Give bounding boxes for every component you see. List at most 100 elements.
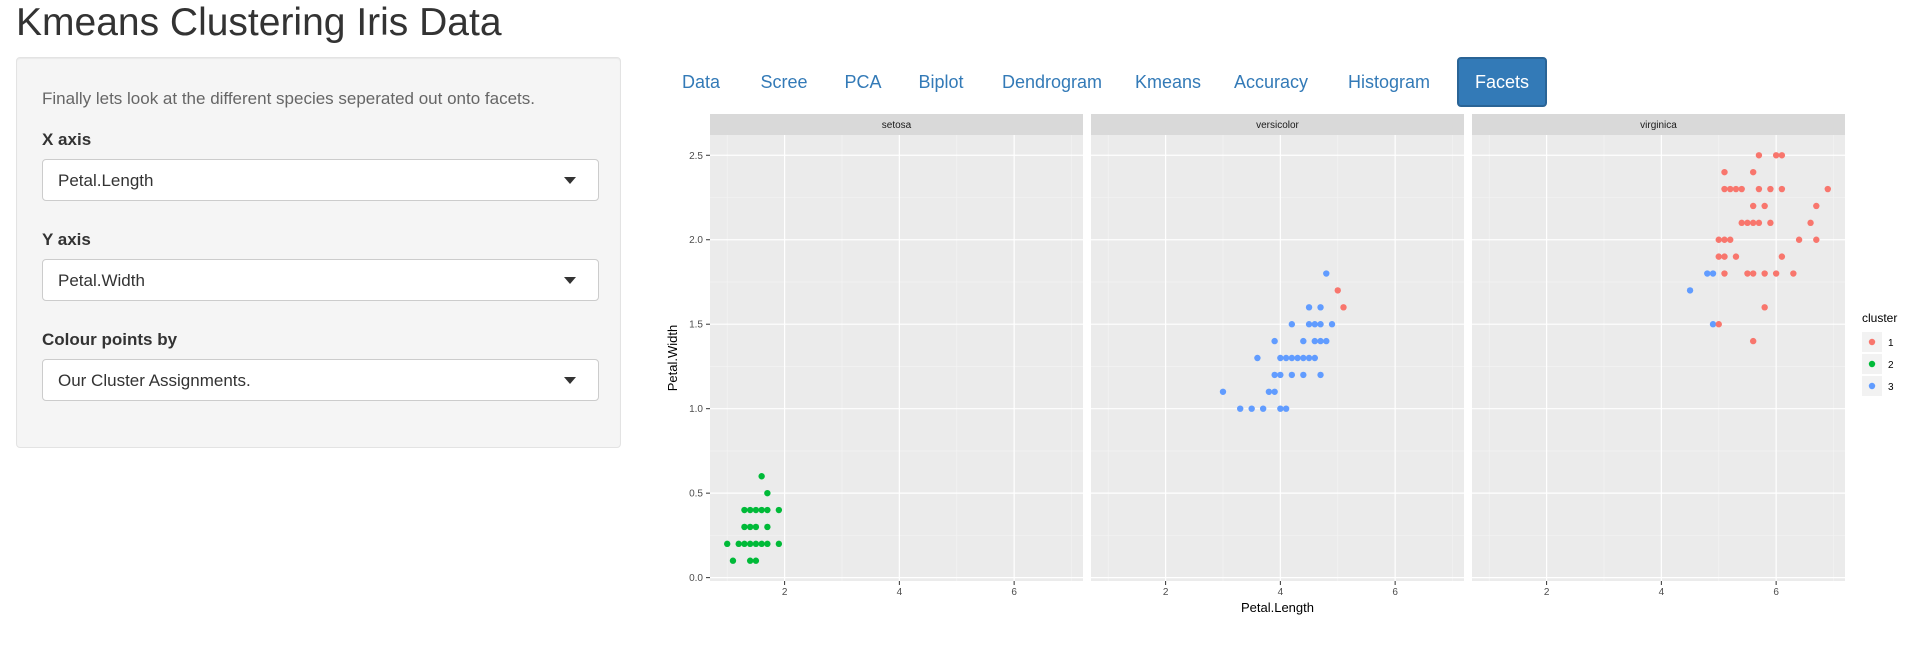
data-point	[752, 523, 760, 531]
data-point	[1709, 321, 1717, 328]
tab-scree[interactable]: Scree	[760, 72, 808, 92]
data-point	[724, 540, 731, 548]
y-tick-label: 1.0	[689, 404, 703, 415]
data-point	[1738, 219, 1745, 227]
chevron-down-icon	[564, 277, 576, 284]
x-tick-label: 2	[782, 587, 788, 598]
y-tick-label: 0.5	[689, 489, 703, 500]
data-point	[1807, 219, 1814, 227]
data-point	[1259, 405, 1267, 412]
data-point	[746, 523, 754, 531]
data-point	[1282, 354, 1290, 362]
data-point	[1271, 388, 1278, 395]
chevron-down-icon	[564, 377, 576, 384]
data-point	[1271, 371, 1278, 379]
legend-swatch	[1868, 360, 1876, 368]
data-point	[1311, 337, 1318, 345]
y-axis-select[interactable]: Petal.Width	[42, 259, 599, 301]
data-point	[1727, 185, 1734, 193]
data-point	[1686, 287, 1694, 294]
data-point	[746, 540, 754, 548]
data-point	[752, 540, 760, 548]
colour-by-select[interactable]: Our Cluster Assignments.	[42, 359, 599, 401]
data-point	[1721, 236, 1728, 243]
data-point	[1277, 354, 1284, 362]
x-tick-label: 2	[1544, 587, 1550, 598]
tab-pca[interactable]: PCA	[844, 72, 882, 92]
data-point	[741, 523, 748, 531]
x-tick-label: 4	[1278, 587, 1284, 598]
data-point	[1749, 219, 1757, 227]
data-point	[764, 489, 771, 497]
facet-scatter-chart: 0.0 0.5 1.0 1.5 2.0 2.5 Petal.Width setosa 2 4 6 ve…	[665, 114, 1897, 615]
data-point	[775, 506, 783, 514]
data-point	[1824, 185, 1831, 193]
data-point	[1749, 168, 1757, 176]
data-point	[1219, 388, 1227, 395]
data-point	[1311, 321, 1318, 328]
facet-strip	[1472, 114, 1845, 135]
data-point	[1300, 337, 1307, 345]
x-tick-label: 6	[1011, 587, 1017, 598]
data-point	[1294, 354, 1301, 362]
y-tick-label: 2.0	[689, 235, 703, 246]
data-point	[1277, 371, 1284, 379]
data-point	[1721, 168, 1728, 176]
data-point	[1732, 185, 1740, 193]
data-point	[1790, 270, 1797, 277]
data-point	[1778, 253, 1786, 260]
tab-facets[interactable]: Facets	[1457, 57, 1547, 107]
data-point	[1305, 354, 1313, 362]
data-point	[1721, 253, 1728, 260]
data-point	[764, 540, 771, 548]
data-point	[1300, 354, 1307, 362]
data-point	[1317, 304, 1324, 311]
legend-entry-label: 2	[1888, 360, 1894, 371]
facet-label: versicolor	[1256, 120, 1299, 131]
data-point	[1305, 304, 1313, 311]
tab-data[interactable]: Data	[681, 72, 721, 92]
facet-panel	[1472, 135, 1845, 581]
data-point	[1767, 219, 1774, 227]
tab-kmeans[interactable]: Kmeans	[1134, 72, 1202, 92]
data-point	[1772, 152, 1780, 159]
data-point	[1755, 185, 1763, 193]
data-point	[764, 506, 771, 514]
sidebar-description: Finally lets look at the different speci…	[42, 89, 535, 108]
data-point	[1715, 236, 1722, 243]
data-point	[1311, 354, 1318, 362]
data-point	[1265, 388, 1273, 395]
data-point	[1323, 270, 1330, 277]
tab-accuracy[interactable]: Accuracy	[1233, 72, 1309, 92]
data-point	[1328, 321, 1336, 328]
data-point	[1323, 337, 1330, 345]
data-point	[758, 473, 765, 480]
x-axis-select[interactable]: Petal.Length	[42, 159, 599, 201]
data-point	[752, 506, 760, 514]
x-tick-label: 4	[1659, 587, 1665, 598]
data-point	[1761, 202, 1768, 210]
x-axis-label: X axis	[42, 130, 92, 149]
page-title: Kmeans Clustering Iris Data	[16, 1, 502, 44]
facet-label: setosa	[882, 120, 912, 131]
facet-plot: 0.0 0.5 1.0 1.5 2.0 2.5 Petal.Width setosa 2 4 6 ve…	[660, 108, 1900, 623]
data-point	[1288, 321, 1296, 328]
y-axis-label: Y axis	[42, 230, 91, 249]
colour-by-select-value: Our Cluster Assignments.	[58, 371, 251, 390]
data-point	[1761, 304, 1768, 311]
data-point	[1767, 185, 1774, 193]
data-point	[1744, 219, 1751, 227]
data-point	[729, 557, 737, 564]
y-tick-label: 0.0	[689, 573, 703, 584]
data-point	[1288, 354, 1296, 362]
data-point	[1254, 354, 1261, 362]
y-tick-label: 2.5	[689, 151, 703, 162]
legend-swatch	[1868, 382, 1876, 390]
data-point	[775, 540, 783, 548]
data-point	[1732, 253, 1740, 260]
tab-dendrogram[interactable]: Dendrogram	[1001, 72, 1103, 92]
data-point	[1749, 202, 1757, 210]
tab-histogram[interactable]: Histogram	[1347, 72, 1431, 92]
tab-biplot[interactable]: Biplot	[918, 72, 964, 92]
data-point	[758, 506, 765, 514]
